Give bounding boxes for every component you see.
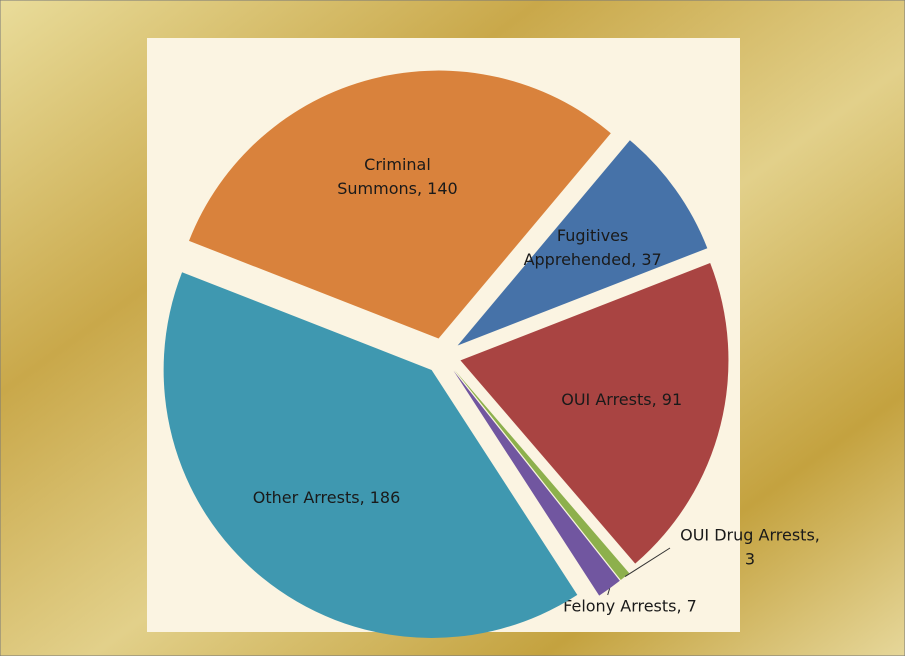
data-label: Fugitives xyxy=(557,226,628,245)
leader-line xyxy=(624,547,671,578)
data-label: Apprehended, 37 xyxy=(524,250,662,269)
data-label: Other Arrests, 186 xyxy=(253,488,400,507)
data-label: OUI Drug Arrests, xyxy=(680,526,820,545)
data-label: OUI Arrests, 91 xyxy=(561,390,682,409)
data-label: Criminal xyxy=(364,155,431,174)
pie-slice xyxy=(457,140,708,346)
pie-slice xyxy=(163,272,578,638)
data-label: Summons, 140 xyxy=(337,179,457,198)
pie-slice xyxy=(460,263,729,564)
leader-line xyxy=(607,588,611,596)
data-label: 3 xyxy=(745,550,755,569)
pie-slice xyxy=(454,369,630,581)
data-label: Felony Arrests, 7 xyxy=(563,597,697,616)
pie-slice xyxy=(188,70,611,339)
pie-slice xyxy=(453,370,620,596)
